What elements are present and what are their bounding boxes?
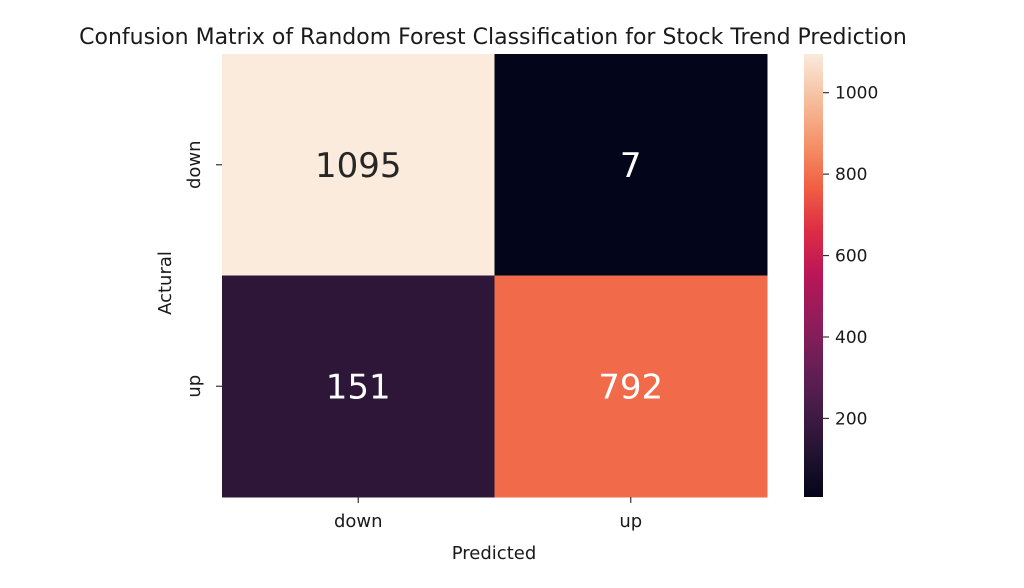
heatmap-cell (494, 54, 768, 276)
heatmap-cell (494, 275, 768, 498)
heatmap-cell (222, 275, 495, 498)
cell-value-label: 1095 (315, 146, 402, 186)
x-tick-label: down (334, 511, 383, 532)
colorbar-tick-label: 600 (835, 247, 867, 267)
cell-value-label: 151 (326, 367, 391, 407)
x-axis-label: Predicted (452, 543, 537, 564)
y-axis-label: Actural (155, 251, 176, 315)
x-axis: down up (334, 497, 642, 532)
chart-title: Confusion Matrix of Random Forest Classi… (79, 25, 907, 50)
y-tick-label: up (184, 375, 205, 398)
y-axis: down up (184, 140, 222, 398)
colorbar-tick-label: 800 (835, 165, 867, 185)
colorbar-tick-label: 200 (835, 409, 867, 429)
colorbar (804, 54, 823, 497)
x-tick-label: up (619, 511, 642, 532)
y-tick-label: down (184, 140, 205, 189)
cell-value-label: 7 (620, 146, 642, 186)
heatmap-cells: 1095 7 151 792 (222, 54, 768, 498)
colorbar-tick-label: 400 (835, 328, 867, 348)
colorbar-ticks: 200 400 600 800 1000 (823, 84, 878, 429)
heatmap-cell (222, 54, 495, 276)
cell-value-label: 792 (598, 367, 663, 407)
colorbar-tick-label: 1000 (835, 84, 878, 104)
